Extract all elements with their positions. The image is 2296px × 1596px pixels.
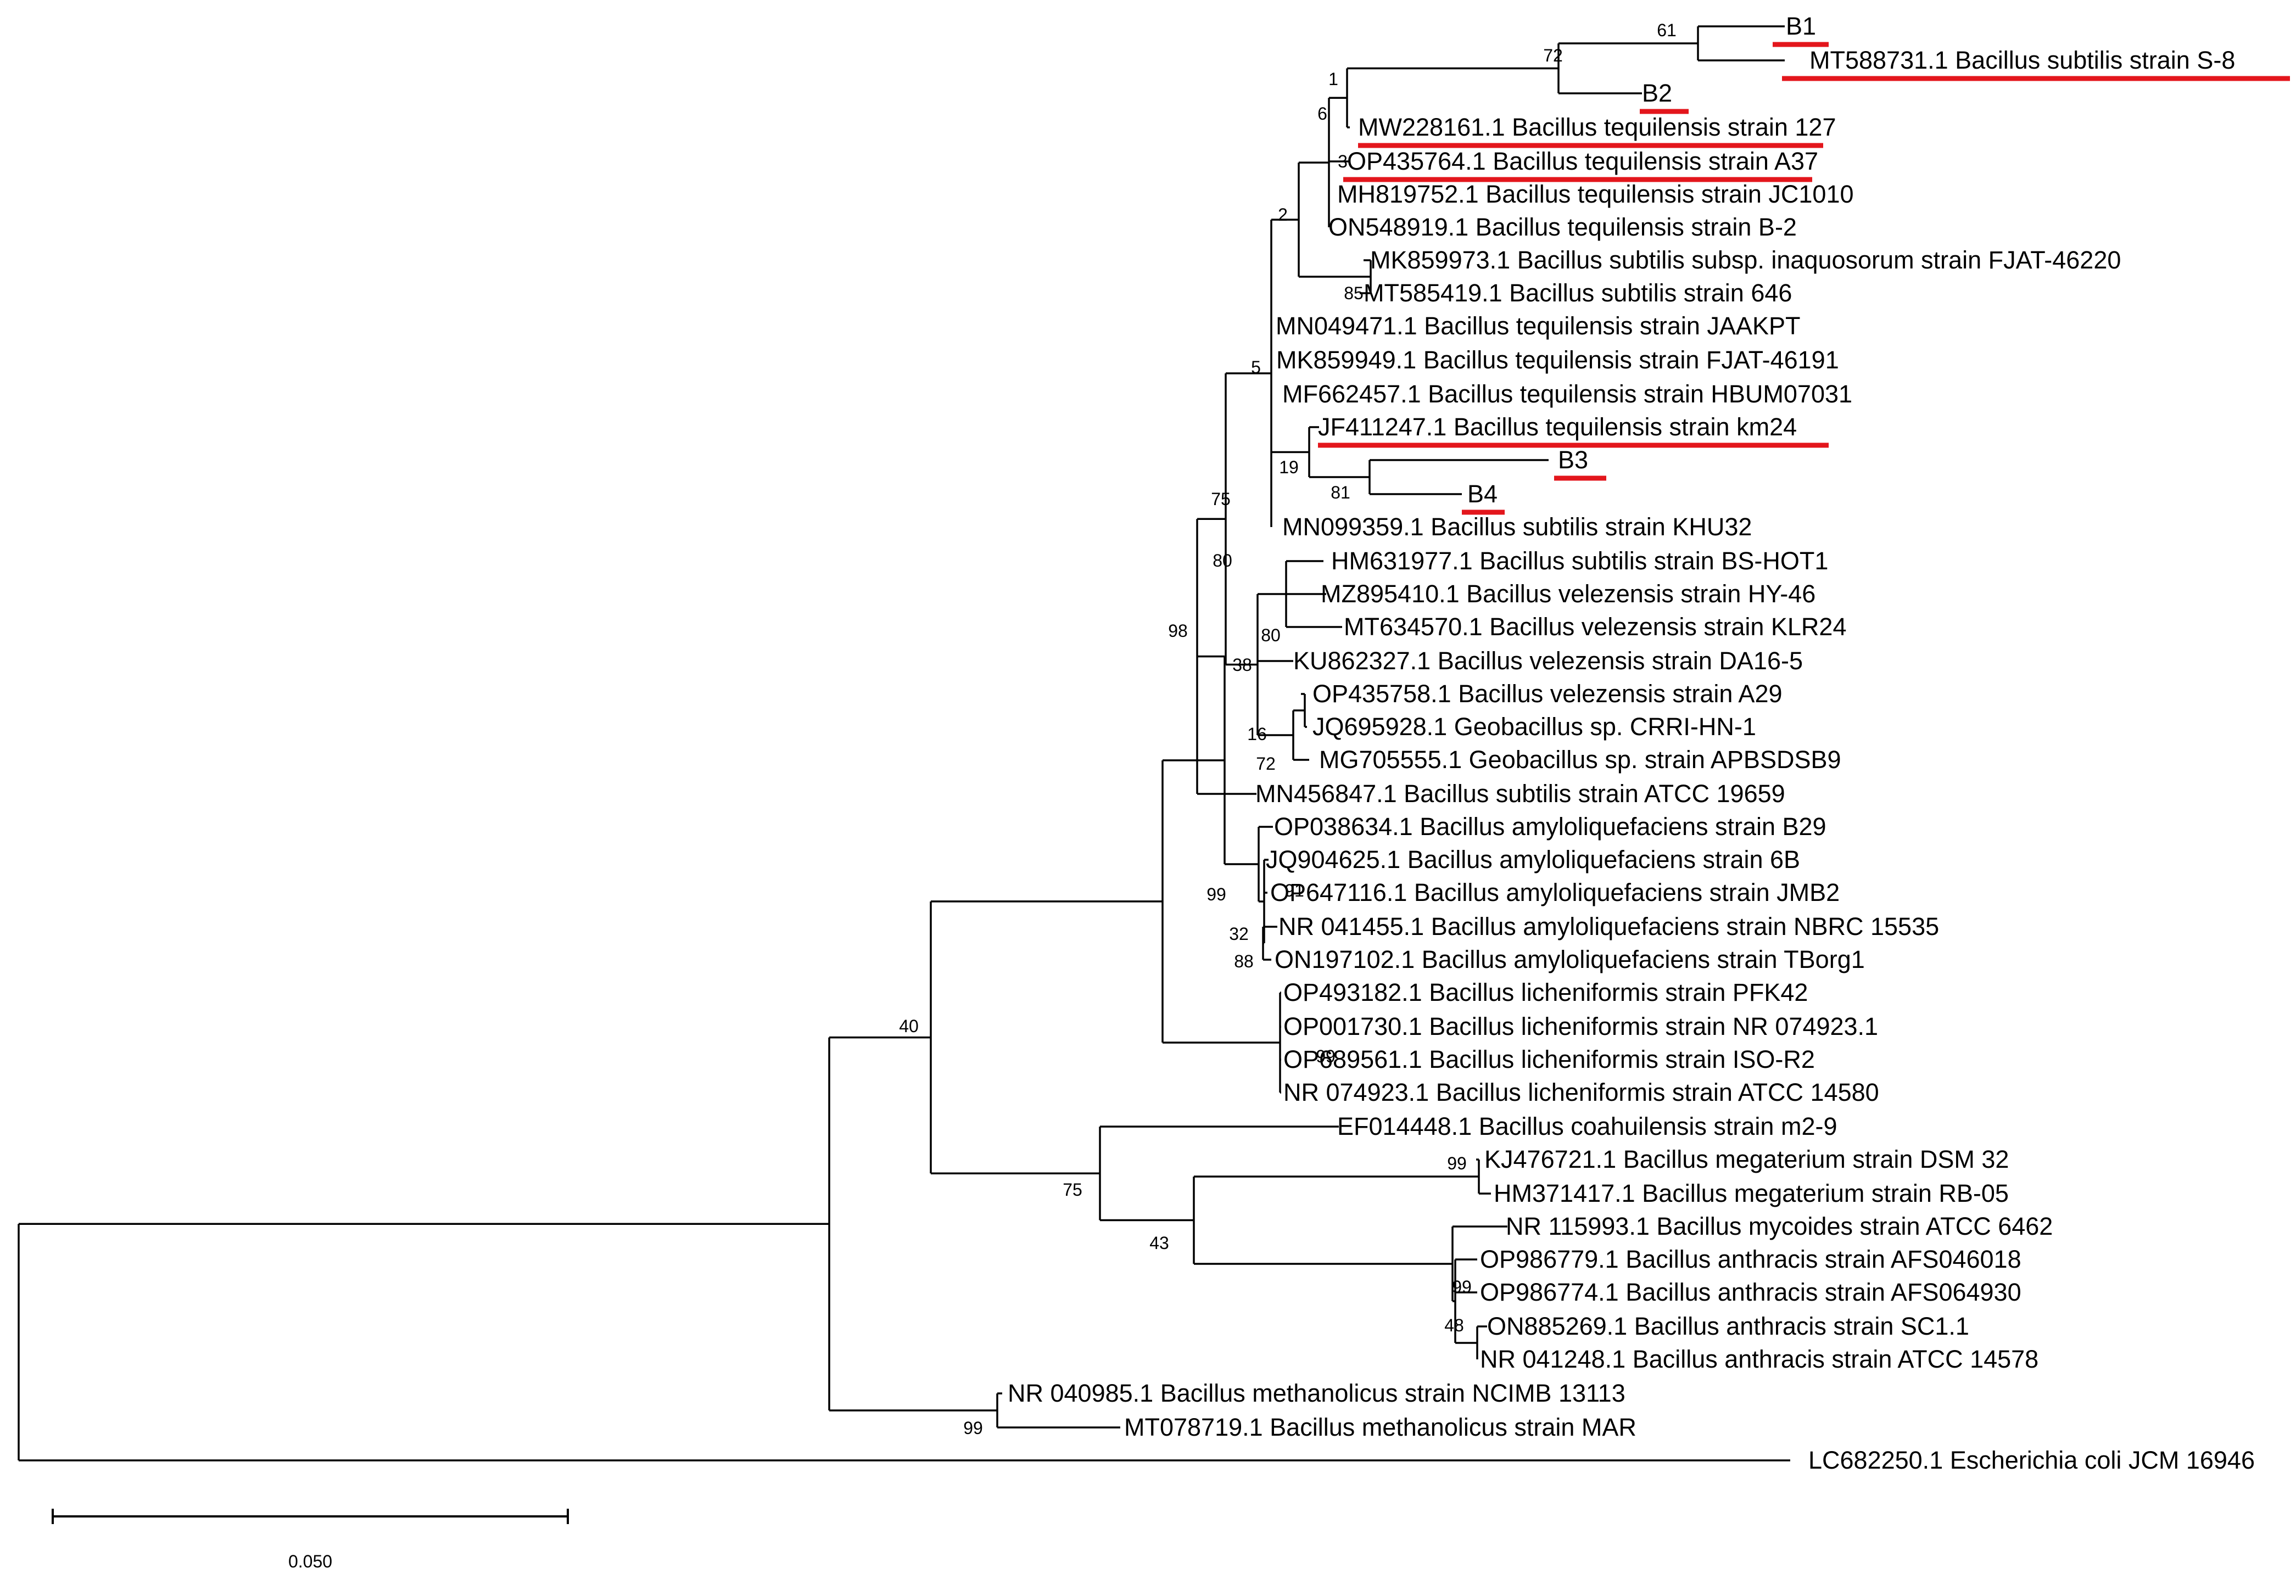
bootstrap-value: 32 xyxy=(1229,924,1249,944)
leaf-label: ON548919.1 Bacillus tequilensis strain B… xyxy=(1328,213,1797,241)
leaf-label: MN456847.1 Bacillus subtilis strain ATCC… xyxy=(1255,780,1785,808)
leaf-label: MN099359.1 Bacillus subtilis strain KHU3… xyxy=(1282,513,1752,541)
leaf-label: B3 xyxy=(1558,446,1588,474)
leaf-label: EF014448.1 Bacillus coahuilensis strain … xyxy=(1337,1112,1837,1140)
highlight-underlines xyxy=(1318,42,2290,515)
leaf-label: NR 115993.1 Bacillus mycoides strain ATC… xyxy=(1506,1212,2053,1240)
leaf-label: MT588731.1 Bacillus subtilis strain S-8 xyxy=(1809,46,2235,74)
leaf-label: KU862327.1 Bacillus velezensis strain DA… xyxy=(1293,647,1803,675)
bootstrap-value: 1 xyxy=(1328,69,1338,89)
leaf-label: B4 xyxy=(1467,480,1498,508)
bootstrap-value: 6 xyxy=(1317,104,1327,124)
leaf-label: OP493182.1 Bacillus licheniformis strain… xyxy=(1283,978,1808,1006)
leaf-label: JQ695928.1 Geobacillus sp. CRRI-HN-1 xyxy=(1312,713,1756,741)
leaf-label: B2 xyxy=(1642,79,1672,107)
leaf-label: MZ895410.1 Bacillus velezensis strain HY… xyxy=(1321,580,1815,608)
leaf-label: OP038634.1 Bacillus amyloliquefaciens st… xyxy=(1274,813,1826,841)
leaf-label: OP435764.1 Bacillus tequilensis strain A… xyxy=(1347,147,1818,175)
bootstrap-value: 72 xyxy=(1256,754,1276,774)
bootstrap-value: 5 xyxy=(1251,357,1261,377)
leaf-label: NR 041248.1 Bacillus anthracis strain AT… xyxy=(1480,1345,2038,1373)
bootstrap-value: 2 xyxy=(1278,205,1288,225)
leaf-label: NR 041455.1 Bacillus amyloliquefaciens s… xyxy=(1278,912,1939,940)
bootstrap-value: 72 xyxy=(1543,46,1563,65)
leaf-label: MF662457.1 Bacillus tequilensis strain H… xyxy=(1282,380,1852,408)
bootstrap-value: 61 xyxy=(1657,20,1677,40)
bootstrap-value: 99 xyxy=(963,1418,983,1438)
leaf-label: MN049471.1 Bacillus tequilensis strain J… xyxy=(1276,312,1800,340)
bootstrap-value: 81 xyxy=(1331,483,1350,502)
bootstrap-value: 80 xyxy=(1261,625,1281,645)
leaf-label: MT078719.1 Bacillus methanolicus strain … xyxy=(1124,1413,1636,1441)
leaf-label: ON885269.1 Bacillus anthracis strain SC1… xyxy=(1487,1312,1969,1340)
leaf-label: OP435758.1 Bacillus velezensis strain A2… xyxy=(1312,680,1783,708)
bootstrap-values: 6172163285519817580381672809891328899994… xyxy=(899,20,1677,1438)
bootstrap-value: 88 xyxy=(1234,951,1254,971)
bootstrap-value: 3 xyxy=(1338,152,1348,171)
leaf-label: OP986779.1 Bacillus anthracis strain AFS… xyxy=(1480,1245,2021,1273)
leaf-label: HM631977.1 Bacillus subtilis strain BS-H… xyxy=(1331,547,1828,575)
leaf-label: KJ476721.1 Bacillus megaterium strain DS… xyxy=(1484,1145,2009,1173)
leaf-labels: B1 MT588731.1 Bacillus subtilis strain S-… xyxy=(1008,12,2255,1474)
leaf-label: MW228161.1 Bacillus tequilensis strain 1… xyxy=(1358,113,1836,141)
leaf-label: MG705555.1 Geobacillus sp. strain APBSDS… xyxy=(1319,746,1841,774)
bootstrap-value: 85 xyxy=(1344,283,1364,303)
leaf-label: ON197102.1 Bacillus amyloliquefaciens st… xyxy=(1275,945,1865,973)
leaf-label: NR 074923.1 Bacillus licheniformis strai… xyxy=(1283,1078,1879,1106)
bootstrap-value: 43 xyxy=(1149,1233,1169,1253)
leaf-label: MK859949.1 Bacillus tequilensis strain F… xyxy=(1276,346,1839,374)
leaf-label: LC682250.1 Escherichia coli JCM 16946 xyxy=(1808,1446,2255,1474)
bootstrap-value: 75 xyxy=(1063,1180,1082,1200)
bootstrap-value: 38 xyxy=(1232,655,1252,675)
scale-bar: 0.050 xyxy=(52,1509,569,1571)
leaf-label: NR 040985.1 Bacillus methanolicus strain… xyxy=(1008,1379,1625,1407)
leaf-label: MT585419.1 Bacillus subtilis strain 646 xyxy=(1364,279,1792,307)
leaf-label: JQ904625.1 Bacillus amyloliquefaciens st… xyxy=(1266,845,1800,873)
bootstrap-value: 91 xyxy=(1284,881,1304,900)
leaf-label: MT634570.1 Bacillus velezensis strain KL… xyxy=(1344,613,1846,641)
bootstrap-value: 98 xyxy=(1168,621,1188,641)
leaf-label: OP986774.1 Bacillus anthracis strain AFS… xyxy=(1480,1278,2021,1306)
scale-bar-label: 0.050 xyxy=(288,1552,332,1571)
leaf-label: MK859973.1 Bacillus subtilis subsp. inaq… xyxy=(1370,246,2121,274)
tree-branches xyxy=(18,25,1790,1461)
bootstrap-value: 80 xyxy=(1213,551,1232,570)
leaf-label: B1 xyxy=(1786,12,1816,40)
bootstrap-value: 99 xyxy=(1316,1046,1336,1066)
leaf-label: OP647116.1 Bacillus amyloliquefaciens st… xyxy=(1270,878,1840,906)
bootstrap-value: 48 xyxy=(1444,1315,1464,1335)
leaf-label: OP001730.1 Bacillus licheniformis strain… xyxy=(1283,1012,1878,1040)
bootstrap-value: 19 xyxy=(1279,457,1299,477)
leaf-label: HM371417.1 Bacillus megaterium strain RB… xyxy=(1494,1179,2009,1207)
leaf-label: MH819752.1 Bacillus tequilensis strain J… xyxy=(1337,180,1854,208)
bootstrap-value: 16 xyxy=(1247,724,1267,744)
leaf-label: OP689561.1 Bacillus licheniformis strain… xyxy=(1283,1045,1815,1073)
bootstrap-value: 40 xyxy=(899,1016,919,1036)
bootstrap-value: 99 xyxy=(1206,884,1226,904)
bootstrap-value: 99 xyxy=(1447,1153,1467,1173)
bootstrap-value: 75 xyxy=(1211,489,1231,509)
leaf-label: JF411247.1 Bacillus tequilensis strain k… xyxy=(1318,413,1797,441)
bootstrap-value: 99 xyxy=(1452,1277,1472,1297)
